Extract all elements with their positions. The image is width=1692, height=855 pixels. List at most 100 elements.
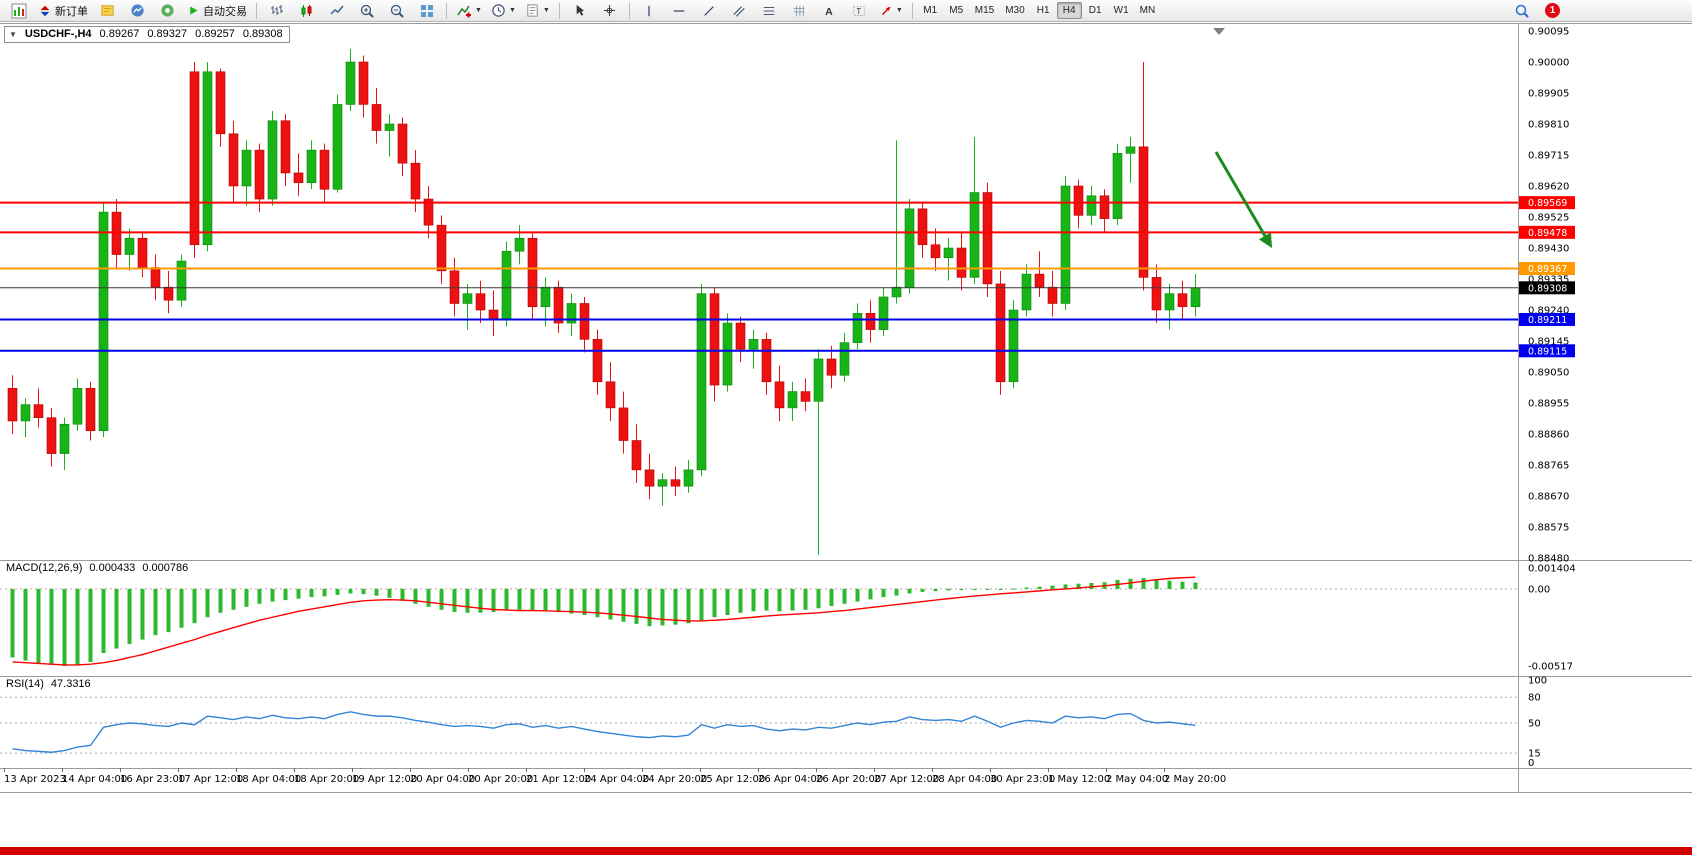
line-chart-icon xyxy=(329,5,344,15)
toolbar-separator xyxy=(911,2,913,19)
svg-text:2 May 20:00: 2 May 20:00 xyxy=(1164,774,1226,785)
vertical-line-icon xyxy=(648,5,650,16)
rsi-value: 47.3316 xyxy=(50,678,91,690)
rsi-name: RSI(14) xyxy=(6,678,44,690)
new-chart-button[interactable] xyxy=(4,0,33,21)
toolbar-separator xyxy=(256,2,257,19)
timeframe-button-h1[interactable]: H1 xyxy=(1036,5,1050,16)
grid-tool-button[interactable] xyxy=(785,0,814,21)
horizontal-line-icon xyxy=(674,9,685,12)
svg-text:0.89525: 0.89525 xyxy=(1528,213,1569,224)
svg-text:0.001404: 0.001404 xyxy=(1528,564,1576,575)
arrow-tool-icon xyxy=(881,6,891,15)
zoom-in-button[interactable] xyxy=(352,0,381,21)
svg-text:14 Apr 04:00: 14 Apr 04:00 xyxy=(62,774,127,785)
svg-text:19 Apr 12:00: 19 Apr 12:00 xyxy=(352,774,417,785)
svg-text:0.90000: 0.90000 xyxy=(1528,58,1569,69)
candlestick-chart-button[interactable] xyxy=(292,0,321,21)
market-watch-icon xyxy=(131,4,144,17)
templates-button[interactable]: ▼ xyxy=(521,0,554,21)
timeframe-button-m1[interactable]: M1 xyxy=(923,5,938,16)
indicators-button[interactable]: ▼ xyxy=(452,0,486,21)
arrows-tool-button[interactable]: ▼ xyxy=(875,0,907,21)
timeframe-button-h4[interactable]: H4 xyxy=(1056,2,1082,19)
market-watch-button[interactable] xyxy=(123,0,152,21)
chart-shift-marker[interactable] xyxy=(1213,28,1225,35)
macd-name: MACD(12,26,9) xyxy=(6,562,83,574)
new-order-button[interactable]: 新订单 xyxy=(34,0,92,21)
zoom-in-icon xyxy=(360,4,374,18)
svg-text:0.89211: 0.89211 xyxy=(1528,315,1567,326)
horizontal-line-tool-button[interactable] xyxy=(665,0,694,21)
svg-text:26 Apr 20:00: 26 Apr 20:00 xyxy=(816,774,881,785)
timeframe-button-mn[interactable]: MN xyxy=(1139,5,1156,16)
svg-text:27 Apr 12:00: 27 Apr 12:00 xyxy=(874,774,939,785)
notification-badge[interactable]: 1 xyxy=(1545,3,1560,18)
timeframe-button-m30[interactable]: M30 xyxy=(1005,5,1025,16)
svg-text:0.89367: 0.89367 xyxy=(1528,264,1567,275)
one-click-trading-caret[interactable]: ▼ xyxy=(9,29,17,39)
crosshair-button[interactable] xyxy=(595,0,624,21)
svg-text:18 Apr 20:00: 18 Apr 20:00 xyxy=(294,774,359,785)
timeframe-button-m15[interactable]: M15 xyxy=(974,5,995,16)
tile-windows-button[interactable] xyxy=(412,0,441,21)
macd-main-value: 0.000433 xyxy=(89,562,136,574)
line-chart-button[interactable] xyxy=(322,0,351,21)
svg-text:16 Apr 23:00: 16 Apr 23:00 xyxy=(120,774,185,785)
new-order-label: 新订单 xyxy=(55,5,88,18)
macd-panel: 0.001404 0.00 -0.00517 xyxy=(0,564,1576,673)
chevron-down-icon: ▼ xyxy=(542,7,550,14)
close-value: 0.89308 xyxy=(242,28,283,40)
periods-button[interactable]: ▼ xyxy=(487,0,520,21)
equidistant-channel-icon xyxy=(733,5,745,17)
open-value: 0.89267 xyxy=(99,28,140,40)
svg-text:0.89620: 0.89620 xyxy=(1528,182,1569,193)
macd-panel-label: MACD(12,26,9) 0.000433 0.000786 xyxy=(6,562,188,574)
crosshair-icon xyxy=(603,4,615,17)
rsi-panel-label: RSI(14) 47.3316 xyxy=(6,678,91,690)
svg-text:17 Apr 12:00: 17 Apr 12:00 xyxy=(178,774,243,785)
low-value: 0.89257 xyxy=(195,28,235,40)
svg-text:20 Apr 04:00: 20 Apr 04:00 xyxy=(410,774,475,785)
indicators-icon xyxy=(457,5,471,17)
metaeditor-icon xyxy=(101,5,114,16)
svg-text:50: 50 xyxy=(1528,719,1541,730)
text-icon: A xyxy=(825,5,833,17)
svg-text:0.88955: 0.88955 xyxy=(1528,399,1569,410)
toolbar-separator xyxy=(628,2,630,19)
trendline-tool-button[interactable] xyxy=(695,0,724,21)
channel-tool-button[interactable] xyxy=(725,0,754,21)
bar-chart-button[interactable] xyxy=(262,0,291,21)
autotrading-icon xyxy=(190,6,198,15)
timeframe-button-m5[interactable]: M5 xyxy=(949,5,964,16)
navigator-button[interactable] xyxy=(153,0,182,21)
svg-text:0.88670: 0.88670 xyxy=(1528,492,1569,503)
metaeditor-button[interactable] xyxy=(93,0,122,21)
svg-text:T: T xyxy=(857,7,862,16)
new-order-icon xyxy=(40,5,50,16)
autotrading-button[interactable]: 自动交易 xyxy=(183,0,251,21)
navigator-icon xyxy=(161,4,174,17)
cursor-button[interactable] xyxy=(565,0,594,21)
svg-text:24 Apr 04:00: 24 Apr 04:00 xyxy=(584,774,649,785)
text-tool-button[interactable]: A xyxy=(815,0,844,21)
macd-signal-line xyxy=(12,576,1196,666)
search-button[interactable] xyxy=(1507,0,1536,21)
price-axis: 0.90095 0.90000 0.89905 0.89810 0.89715 0.896… xyxy=(1528,27,1569,565)
text-label-tool-button[interactable]: T xyxy=(845,0,874,21)
timeframe-button-d1[interactable]: D1 xyxy=(1088,5,1102,16)
svg-text:0.00: 0.00 xyxy=(1528,584,1550,595)
vertical-line-tool-button[interactable] xyxy=(635,0,664,21)
zoom-out-button[interactable] xyxy=(382,0,411,21)
rsi-panel: 100 80 50 150 xyxy=(0,676,1547,769)
timeframe-button-w1[interactable]: W1 xyxy=(1113,5,1129,16)
svg-text:0.89145: 0.89145 xyxy=(1528,337,1569,348)
candles-layer xyxy=(7,48,1201,555)
cursor-icon xyxy=(576,4,584,16)
trend-arrow[interactable] xyxy=(1214,151,1272,248)
fibonacci-tool-button[interactable] xyxy=(755,0,784,21)
tile-windows-icon xyxy=(420,4,433,17)
svg-text:2 May 04:00: 2 May 04:00 xyxy=(1106,774,1168,785)
